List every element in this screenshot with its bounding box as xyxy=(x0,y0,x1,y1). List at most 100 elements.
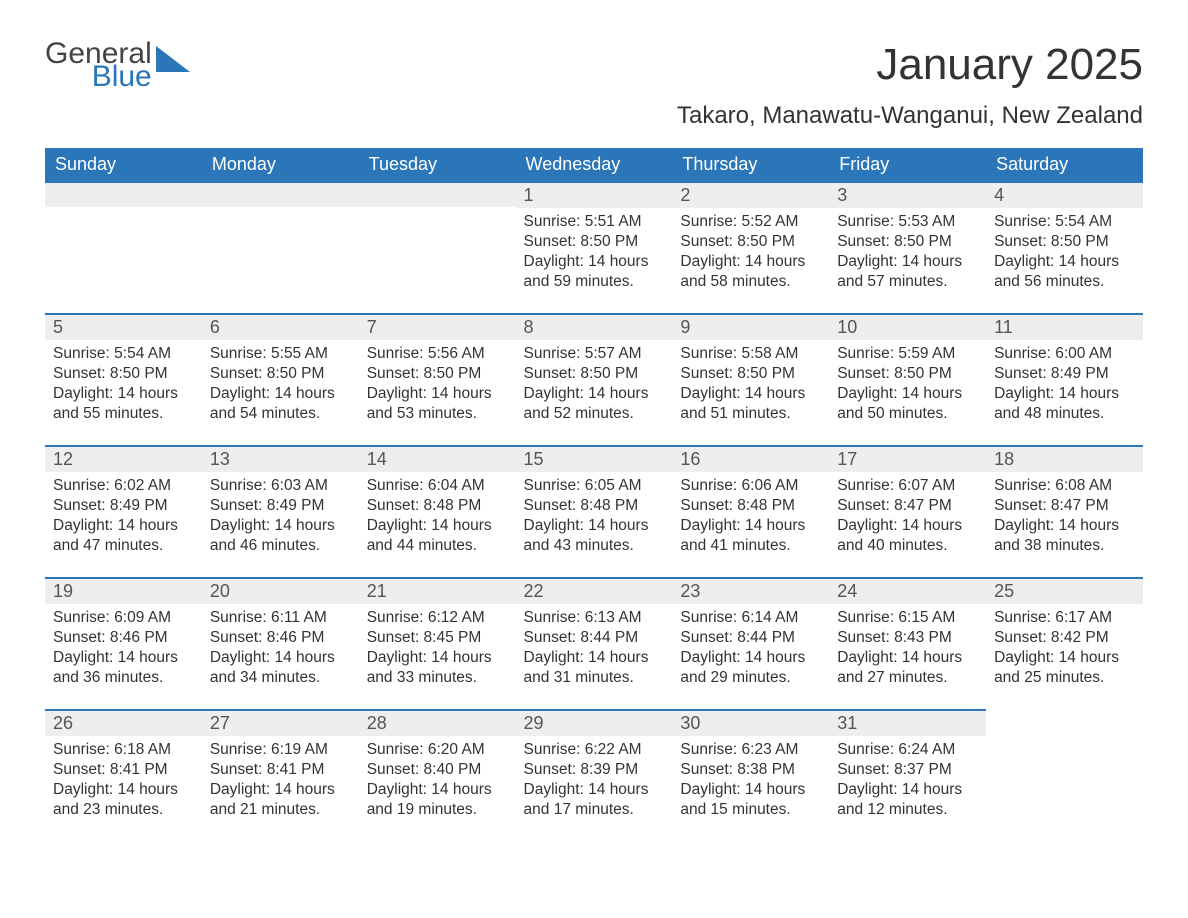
calendar-cell: 24Sunrise: 6:15 AMSunset: 8:43 PMDayligh… xyxy=(829,577,986,709)
sunrise-line: Sunrise: 6:02 AM xyxy=(53,476,194,496)
day-details: Sunrise: 5:51 AMSunset: 8:50 PMDaylight:… xyxy=(516,208,673,303)
day-details: Sunrise: 6:04 AMSunset: 8:48 PMDaylight:… xyxy=(359,472,516,567)
sunrise-line: Sunrise: 6:19 AM xyxy=(210,740,351,760)
day-header: Wednesday xyxy=(516,148,673,181)
calendar-cell: 29Sunrise: 6:22 AMSunset: 8:39 PMDayligh… xyxy=(516,709,673,841)
day-details: Sunrise: 6:02 AMSunset: 8:49 PMDaylight:… xyxy=(45,472,202,567)
daylight-line: Daylight: 14 hours and 19 minutes. xyxy=(367,780,508,820)
sunrise-line: Sunrise: 6:24 AM xyxy=(837,740,978,760)
calendar-cell: 16Sunrise: 6:06 AMSunset: 8:48 PMDayligh… xyxy=(672,445,829,577)
day-number: 17 xyxy=(829,445,986,472)
day-number: 31 xyxy=(829,709,986,736)
calendar-cell: 5Sunrise: 5:54 AMSunset: 8:50 PMDaylight… xyxy=(45,313,202,445)
sunrise-line: Sunrise: 5:54 AM xyxy=(994,212,1135,232)
sunrise-line: Sunrise: 6:05 AM xyxy=(524,476,665,496)
sunset-line: Sunset: 8:41 PM xyxy=(53,760,194,780)
daylight-line: Daylight: 14 hours and 36 minutes. xyxy=(53,648,194,688)
day-details: Sunrise: 5:57 AMSunset: 8:50 PMDaylight:… xyxy=(516,340,673,435)
calendar-cell xyxy=(202,181,359,313)
sunset-line: Sunset: 8:50 PM xyxy=(837,232,978,252)
day-number: 28 xyxy=(359,709,516,736)
logo: General Blue xyxy=(45,40,190,90)
day-details: Sunrise: 5:52 AMSunset: 8:50 PMDaylight:… xyxy=(672,208,829,303)
calendar-cell: 12Sunrise: 6:02 AMSunset: 8:49 PMDayligh… xyxy=(45,445,202,577)
daylight-line: Daylight: 14 hours and 31 minutes. xyxy=(524,648,665,688)
sunset-line: Sunset: 8:44 PM xyxy=(680,628,821,648)
sunset-line: Sunset: 8:45 PM xyxy=(367,628,508,648)
day-number: 26 xyxy=(45,709,202,736)
calendar-cell: 31Sunrise: 6:24 AMSunset: 8:37 PMDayligh… xyxy=(829,709,986,841)
calendar-cell: 28Sunrise: 6:20 AMSunset: 8:40 PMDayligh… xyxy=(359,709,516,841)
day-number: 30 xyxy=(672,709,829,736)
calendar-table: SundayMondayTuesdayWednesdayThursdayFrid… xyxy=(45,148,1143,841)
daylight-line: Daylight: 14 hours and 41 minutes. xyxy=(680,516,821,556)
day-details: Sunrise: 5:53 AMSunset: 8:50 PMDaylight:… xyxy=(829,208,986,303)
sunrise-line: Sunrise: 6:08 AM xyxy=(994,476,1135,496)
daylight-line: Daylight: 14 hours and 53 minutes. xyxy=(367,384,508,424)
day-header: Tuesday xyxy=(359,148,516,181)
calendar-cell: 6Sunrise: 5:55 AMSunset: 8:50 PMDaylight… xyxy=(202,313,359,445)
calendar-cell: 4Sunrise: 5:54 AMSunset: 8:50 PMDaylight… xyxy=(986,181,1143,313)
day-header: Thursday xyxy=(672,148,829,181)
sunrise-line: Sunrise: 5:57 AM xyxy=(524,344,665,364)
day-details: Sunrise: 6:09 AMSunset: 8:46 PMDaylight:… xyxy=(45,604,202,699)
day-number: 8 xyxy=(516,313,673,340)
daylight-line: Daylight: 14 hours and 54 minutes. xyxy=(210,384,351,424)
calendar-cell: 1Sunrise: 5:51 AMSunset: 8:50 PMDaylight… xyxy=(516,181,673,313)
daylight-line: Daylight: 14 hours and 17 minutes. xyxy=(524,780,665,820)
sunset-line: Sunset: 8:50 PM xyxy=(994,232,1135,252)
daylight-line: Daylight: 14 hours and 12 minutes. xyxy=(837,780,978,820)
daylight-line: Daylight: 14 hours and 47 minutes. xyxy=(53,516,194,556)
day-number: 5 xyxy=(45,313,202,340)
day-header: Saturday xyxy=(986,148,1143,181)
day-number-empty xyxy=(45,181,202,207)
calendar-cell: 27Sunrise: 6:19 AMSunset: 8:41 PMDayligh… xyxy=(202,709,359,841)
daylight-line: Daylight: 14 hours and 40 minutes. xyxy=(837,516,978,556)
day-number: 3 xyxy=(829,181,986,208)
sunset-line: Sunset: 8:48 PM xyxy=(680,496,821,516)
sunrise-line: Sunrise: 6:00 AM xyxy=(994,344,1135,364)
calendar-week: 1Sunrise: 5:51 AMSunset: 8:50 PMDaylight… xyxy=(45,181,1143,313)
sunset-line: Sunset: 8:49 PM xyxy=(53,496,194,516)
sunset-line: Sunset: 8:46 PM xyxy=(210,628,351,648)
calendar-cell: 20Sunrise: 6:11 AMSunset: 8:46 PMDayligh… xyxy=(202,577,359,709)
sunrise-line: Sunrise: 6:22 AM xyxy=(524,740,665,760)
calendar-cell: 23Sunrise: 6:14 AMSunset: 8:44 PMDayligh… xyxy=(672,577,829,709)
daylight-line: Daylight: 14 hours and 58 minutes. xyxy=(680,252,821,292)
daylight-line: Daylight: 14 hours and 25 minutes. xyxy=(994,648,1135,688)
calendar-cell: 8Sunrise: 5:57 AMSunset: 8:50 PMDaylight… xyxy=(516,313,673,445)
calendar-cell: 26Sunrise: 6:18 AMSunset: 8:41 PMDayligh… xyxy=(45,709,202,841)
sunset-line: Sunset: 8:38 PM xyxy=(680,760,821,780)
day-number: 12 xyxy=(45,445,202,472)
day-number: 15 xyxy=(516,445,673,472)
calendar-head: SundayMondayTuesdayWednesdayThursdayFrid… xyxy=(45,148,1143,181)
sunset-line: Sunset: 8:50 PM xyxy=(680,364,821,384)
day-number: 23 xyxy=(672,577,829,604)
sunrise-line: Sunrise: 5:56 AM xyxy=(367,344,508,364)
logo-blue: Blue xyxy=(45,63,152,90)
day-header: Sunday xyxy=(45,148,202,181)
daylight-line: Daylight: 14 hours and 50 minutes. xyxy=(837,384,978,424)
sunset-line: Sunset: 8:39 PM xyxy=(524,760,665,780)
daylight-line: Daylight: 14 hours and 15 minutes. xyxy=(680,780,821,820)
day-details: Sunrise: 6:19 AMSunset: 8:41 PMDaylight:… xyxy=(202,736,359,831)
sunset-line: Sunset: 8:50 PM xyxy=(53,364,194,384)
sunrise-line: Sunrise: 6:20 AM xyxy=(367,740,508,760)
calendar-cell: 19Sunrise: 6:09 AMSunset: 8:46 PMDayligh… xyxy=(45,577,202,709)
calendar-cell: 2Sunrise: 5:52 AMSunset: 8:50 PMDaylight… xyxy=(672,181,829,313)
sunset-line: Sunset: 8:48 PM xyxy=(367,496,508,516)
sunset-line: Sunset: 8:48 PM xyxy=(524,496,665,516)
sunrise-line: Sunrise: 5:59 AM xyxy=(837,344,978,364)
day-number: 6 xyxy=(202,313,359,340)
month-title: January 2025 xyxy=(677,40,1143,90)
calendar-cell: 3Sunrise: 5:53 AMSunset: 8:50 PMDaylight… xyxy=(829,181,986,313)
daylight-line: Daylight: 14 hours and 43 minutes. xyxy=(524,516,665,556)
sunrise-line: Sunrise: 6:03 AM xyxy=(210,476,351,496)
calendar-cell: 21Sunrise: 6:12 AMSunset: 8:45 PMDayligh… xyxy=(359,577,516,709)
calendar-cell: 17Sunrise: 6:07 AMSunset: 8:47 PMDayligh… xyxy=(829,445,986,577)
day-details: Sunrise: 6:17 AMSunset: 8:42 PMDaylight:… xyxy=(986,604,1143,699)
sunrise-line: Sunrise: 6:06 AM xyxy=(680,476,821,496)
day-details: Sunrise: 6:24 AMSunset: 8:37 PMDaylight:… xyxy=(829,736,986,831)
calendar-week: 26 Sunrise: 6:18 AMSunset: 8:41 PM Dayligh… xyxy=(45,709,1143,841)
sunrise-line: Sunrise: 6:18 AM xyxy=(53,740,194,760)
